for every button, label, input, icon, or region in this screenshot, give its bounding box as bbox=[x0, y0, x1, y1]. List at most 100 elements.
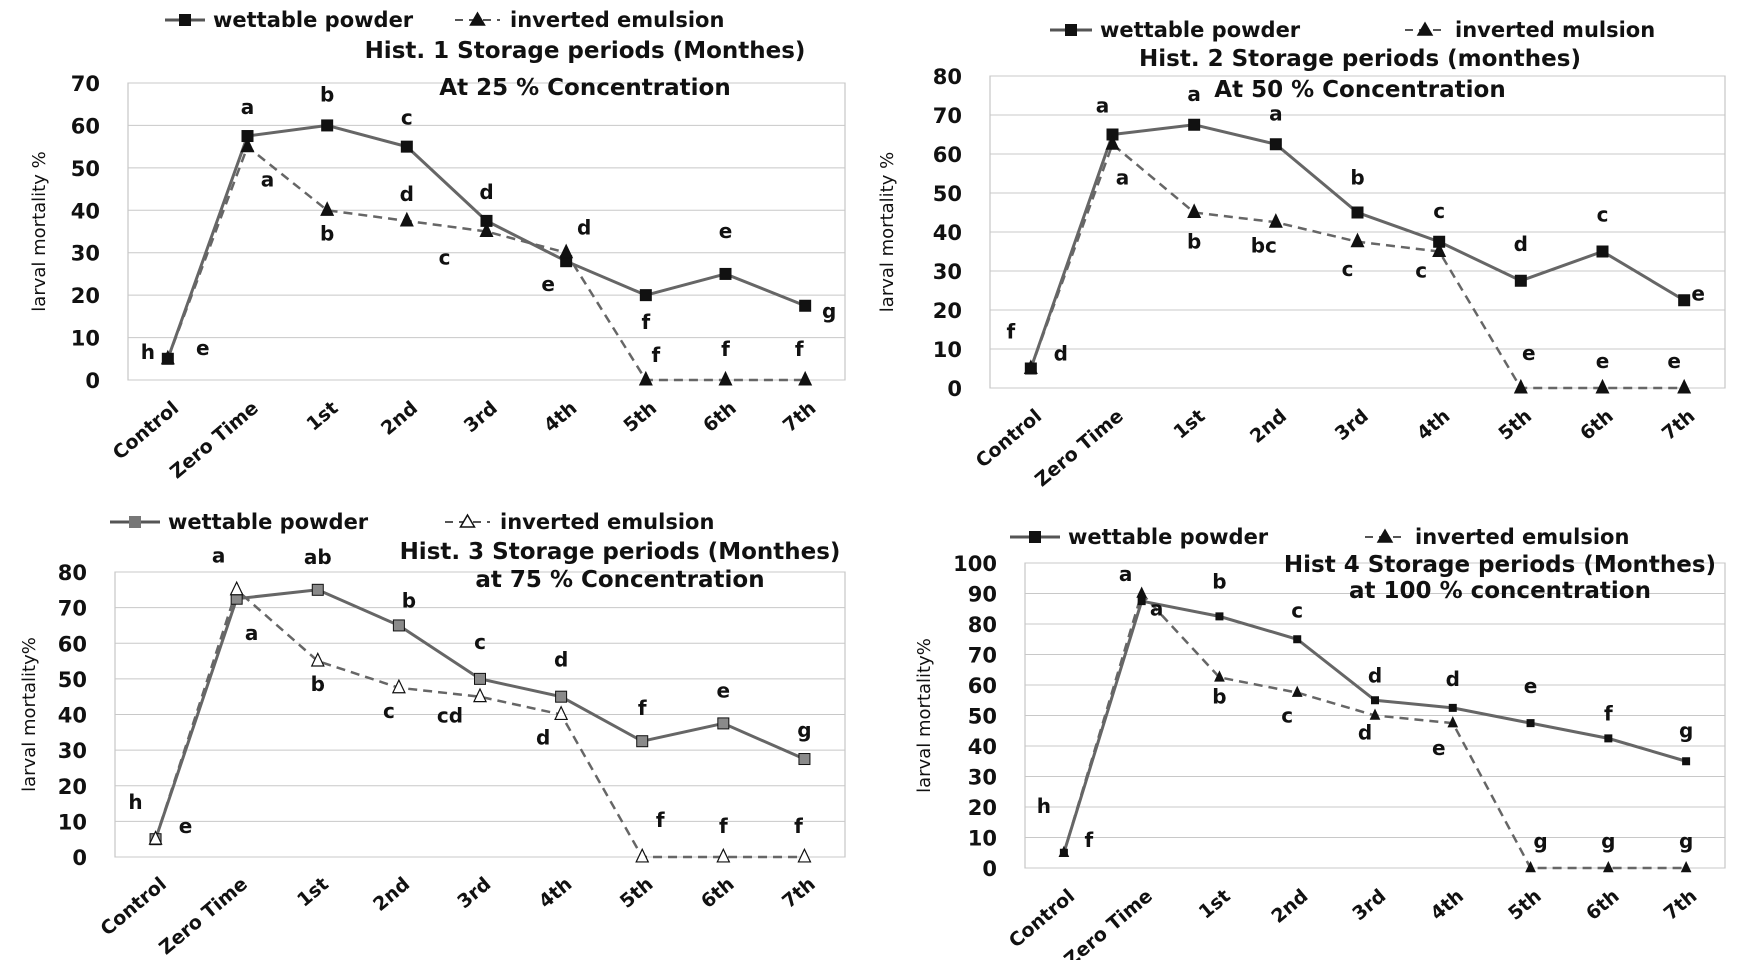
y-tick-label: 90 bbox=[968, 583, 997, 607]
legend-marker-square bbox=[129, 516, 141, 528]
data-point-inverted-emulsion bbox=[1513, 378, 1528, 394]
data-label: a bbox=[1269, 101, 1283, 125]
y-tick-label: 70 bbox=[933, 104, 962, 128]
data-point-inverted-emulsion bbox=[1136, 586, 1148, 598]
data-point-inverted-emulsion bbox=[638, 370, 653, 386]
data-label: b bbox=[320, 82, 334, 106]
y-grid bbox=[990, 75, 1725, 389]
data-point-wettable-powder bbox=[1526, 719, 1535, 728]
legend-label: inverted emulsion bbox=[500, 510, 714, 534]
data-point-wettable-powder bbox=[799, 299, 812, 312]
y-axis-label: larval mortality % bbox=[29, 151, 50, 311]
x-tick-label: Control bbox=[96, 873, 170, 940]
data-label: d bbox=[554, 648, 568, 672]
data-point-inverted-emulsion bbox=[1677, 378, 1692, 394]
data-label: c bbox=[474, 630, 486, 654]
legend-label: wettable powder bbox=[1068, 525, 1269, 549]
data-point-inverted-emulsion bbox=[148, 830, 163, 845]
x-tick-label: 1st bbox=[1195, 885, 1235, 923]
data-point-inverted-emulsion bbox=[1058, 845, 1070, 857]
data-label: e bbox=[1522, 341, 1536, 365]
data-label: d bbox=[577, 216, 591, 240]
data-point-wettable-powder bbox=[636, 735, 649, 748]
chart-title: Hist 4 Storage periods (Monthes) bbox=[1284, 552, 1716, 578]
data-label: e bbox=[1691, 281, 1705, 305]
legend: wettable powder inverted emulsion bbox=[1010, 525, 1629, 549]
data-label: e bbox=[1432, 736, 1446, 760]
y-tick-label: 80 bbox=[968, 613, 997, 637]
data-label: b bbox=[1187, 230, 1201, 254]
x-tick-label: 1st bbox=[293, 873, 333, 911]
x-tick-label: 6th bbox=[697, 873, 739, 913]
x-tick-label: 2nd bbox=[369, 873, 414, 916]
data-point-wettable-powder bbox=[719, 267, 732, 280]
legend-marker-triangle bbox=[459, 513, 476, 528]
data-point-inverted-emulsion bbox=[554, 705, 569, 721]
chart-title: Hist. 3 Storage periods (Monthes) bbox=[400, 539, 841, 565]
data-point-wettable-powder bbox=[1604, 734, 1613, 743]
x-tick-label: 1st bbox=[1169, 405, 1209, 443]
data-label: a bbox=[1150, 597, 1164, 621]
data-label: c bbox=[1342, 257, 1354, 281]
data-label: f bbox=[1085, 828, 1094, 852]
data-point-inverted-emulsion bbox=[1105, 135, 1120, 150]
data-point-wettable-powder bbox=[1371, 696, 1379, 705]
data-point-wettable-powder bbox=[1448, 703, 1457, 712]
data-point-wettable-powder bbox=[400, 140, 413, 153]
x-tick-label: 4th bbox=[1426, 885, 1468, 925]
data-point-wettable-powder bbox=[1188, 118, 1201, 131]
data-label: c bbox=[1291, 598, 1303, 622]
y-tick-label: 0 bbox=[72, 846, 87, 870]
data-point-wettable-powder bbox=[321, 119, 334, 132]
data-point-inverted-emulsion bbox=[479, 222, 494, 238]
data-label: e bbox=[541, 272, 555, 296]
chart-subtitle: At 25 % Concentration bbox=[439, 75, 730, 101]
y-tick-label: 20 bbox=[933, 299, 962, 323]
y-tick-label: 60 bbox=[58, 632, 87, 656]
y-tick-label: 50 bbox=[968, 705, 997, 729]
data-point-inverted-emulsion bbox=[229, 580, 244, 596]
data-label: c bbox=[439, 246, 451, 270]
data-point-inverted-emulsion bbox=[1023, 359, 1038, 375]
y-tick-label: 70 bbox=[968, 644, 997, 668]
data-point-inverted-emulsion bbox=[399, 211, 414, 227]
x-tick-label: 3rd bbox=[1348, 885, 1390, 925]
x-tick-label: Control bbox=[972, 405, 1046, 472]
x-tick-label: 2nd bbox=[377, 397, 422, 440]
legend: wettable powder inverted emulsion bbox=[110, 510, 714, 534]
data-point-inverted-emulsion bbox=[1214, 670, 1225, 682]
y-tick-label: 80 bbox=[58, 561, 87, 585]
legend: wettable powder inverted emulsion bbox=[165, 8, 724, 32]
data-point-inverted-emulsion bbox=[1369, 708, 1381, 720]
data-point-inverted-emulsion bbox=[1447, 716, 1459, 728]
y-tick-label: 70 bbox=[58, 597, 87, 621]
data-point-inverted-emulsion bbox=[1187, 203, 1202, 219]
data-point-inverted-emulsion bbox=[1680, 861, 1692, 873]
chart-panel-4: 0 10 20 30 40 50 60 70 80 90 100 larval mortality% C… bbox=[914, 525, 1726, 960]
data-label: d bbox=[536, 726, 550, 750]
data-label: e bbox=[196, 336, 210, 360]
data-label: c bbox=[401, 106, 413, 130]
data-label: a bbox=[1116, 165, 1130, 189]
x-tick-label: Zero Time bbox=[166, 397, 263, 483]
data-point-wettable-powder bbox=[1137, 597, 1146, 606]
data-label: d bbox=[479, 180, 493, 204]
data-label: h bbox=[128, 790, 142, 814]
x-tick-label: 5th bbox=[1504, 885, 1546, 925]
chart-panel-2: 0 10 20 30 40 50 60 70 80 larval mortality % Contr… bbox=[877, 18, 1726, 491]
data-point-inverted-emulsion bbox=[160, 349, 175, 365]
data-label: a bbox=[261, 168, 275, 192]
data-label: b bbox=[1212, 684, 1226, 708]
data-label: b bbox=[1212, 569, 1226, 593]
y-tick-label: 0 bbox=[947, 377, 962, 401]
data-point-inverted-emulsion bbox=[797, 847, 812, 863]
y-tick-label: 80 bbox=[933, 65, 962, 89]
data-point-wettable-powder bbox=[1678, 294, 1691, 307]
chart-subtitle: At 50 % Concentration bbox=[1214, 77, 1505, 103]
chart-title: Hist. 2 Storage periods (monthes) bbox=[1139, 46, 1581, 72]
data-label: d bbox=[400, 182, 414, 206]
data-point-inverted-emulsion bbox=[310, 651, 325, 667]
data-point-inverted-emulsion bbox=[1268, 213, 1283, 228]
data-point-wettable-powder bbox=[1596, 245, 1609, 258]
data-point-inverted-emulsion bbox=[240, 137, 255, 153]
